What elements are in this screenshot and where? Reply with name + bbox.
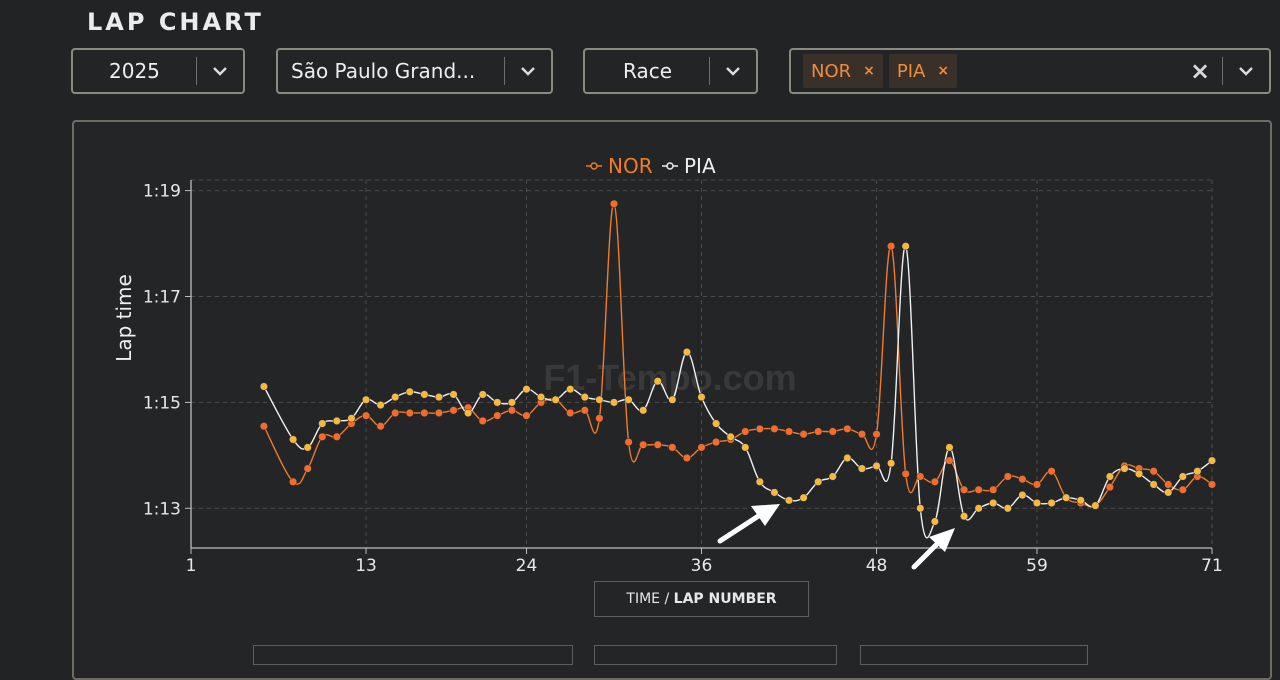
year-value: 2025 (109, 59, 160, 83)
event-value: São Paulo Grand... (291, 59, 476, 83)
driver-multiselect[interactable]: NOR × PIA × × (789, 48, 1271, 94)
axis-mode-prefix: TIME / (626, 591, 674, 607)
axis-mode-active: LAP NUMBER (673, 591, 777, 607)
remove-tag-icon[interactable]: × (937, 63, 950, 79)
divider (709, 57, 710, 85)
session-select[interactable]: Race (583, 48, 758, 94)
driver-tag-label: NOR (811, 60, 852, 82)
year-select[interactable]: 2025 (71, 48, 245, 94)
remove-tag-icon[interactable]: × (863, 63, 875, 79)
driver-tags: NOR × PIA × (791, 54, 1178, 88)
axis-mode-toggle[interactable]: TIME / LAP NUMBER (594, 581, 809, 617)
bottom-control[interactable] (594, 645, 837, 665)
driver-tag-label: PIA (896, 60, 926, 82)
chevron-down-icon[interactable] (1223, 66, 1269, 76)
driver-tag-pia[interactable]: PIA × (888, 54, 958, 88)
clear-all-icon[interactable]: × (1189, 57, 1211, 85)
divider (196, 57, 197, 85)
bottom-control[interactable] (860, 645, 1088, 665)
session-value: Race (623, 59, 673, 83)
chevron-down-icon[interactable] (197, 66, 243, 76)
chevron-down-icon[interactable] (710, 66, 756, 76)
bottom-control[interactable] (253, 645, 573, 665)
page-title: LAP CHART (87, 8, 264, 36)
divider (504, 57, 505, 85)
divider (1222, 57, 1223, 85)
chevron-down-icon[interactable] (505, 66, 551, 76)
driver-tag-nor[interactable]: NOR × (803, 54, 883, 88)
event-select[interactable]: São Paulo Grand... (276, 48, 553, 94)
